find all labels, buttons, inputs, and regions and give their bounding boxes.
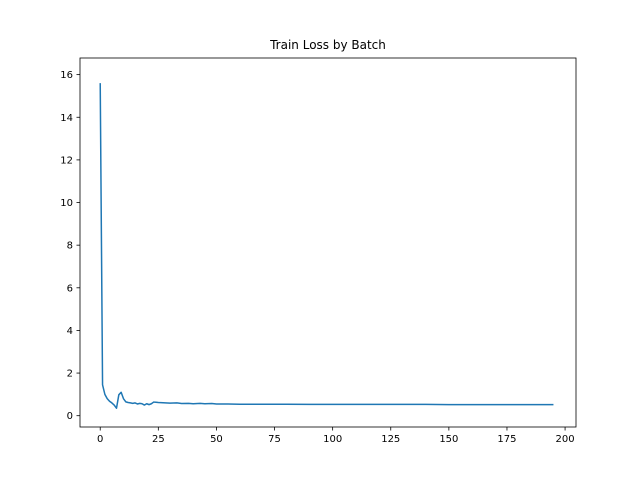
y-tick-label: 4	[67, 326, 73, 337]
x-tick-label: 100	[323, 434, 342, 445]
series-line-0	[99, 83, 554, 409]
x-tick-label: 25	[152, 434, 165, 445]
plot-frame	[79, 57, 577, 428]
x-tick-label: 200	[556, 434, 575, 445]
y-tick-label: 8	[67, 241, 73, 252]
y-tick-label: 6	[67, 283, 73, 294]
plot-area: 0 25 50 75 100 125 150 175 200 0 2 4 6 8 10 12 14 16	[60, 57, 577, 445]
x-tick-label: 150	[439, 434, 458, 445]
x-tick-label: 125	[381, 434, 400, 445]
y-tick-label: 14	[60, 113, 73, 124]
chart-title: Train Loss by Batch	[269, 38, 386, 52]
y-tick-label: 0	[67, 411, 73, 422]
x-tick-label: 0	[97, 434, 103, 445]
y-tick-label: 16	[60, 70, 73, 81]
y-tick-label: 2	[67, 369, 73, 380]
x-tick-label: 175	[497, 434, 516, 445]
x-tick-label: 50	[210, 434, 223, 445]
y-tick-label: 10	[60, 198, 73, 209]
x-tick-label: 75	[268, 434, 281, 445]
y-tick-label: 12	[60, 155, 73, 166]
